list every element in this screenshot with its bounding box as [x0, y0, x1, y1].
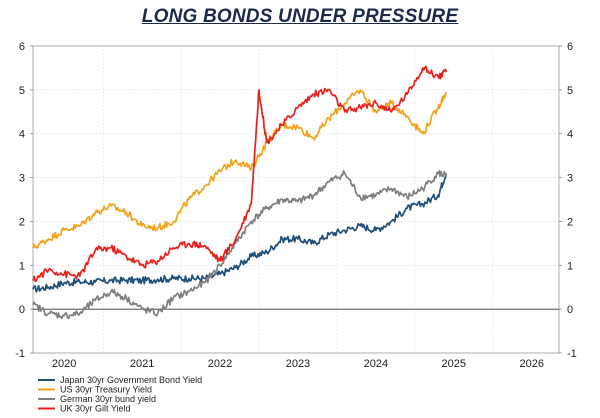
x-tick-label: 2025 [442, 358, 466, 370]
y-axis-left: -1 0 1 2 3 4 5 6 [15, 41, 33, 360]
x-tick-label: 2021 [130, 358, 154, 370]
x-tick-label: 2026 [519, 358, 543, 370]
series-lines [32, 65, 447, 320]
x-tick-label: 2022 [208, 358, 232, 370]
series-line-1 [32, 173, 447, 293]
y-tick-label-left: 0 [19, 304, 25, 316]
series-line-4 [32, 65, 447, 283]
series-line-2 [32, 89, 447, 249]
y-tick-label-right: 3 [567, 173, 573, 185]
y-tick-label-left: 1 [19, 260, 25, 272]
x-axis: 2020 2021 2022 2023 2024 2025 2026 [52, 358, 544, 370]
y-axis-right: -1 0 1 2 3 4 5 6 [559, 41, 577, 360]
legend-entry: Japan 30yr Government Bond Yield [60, 375, 202, 385]
legend-entry: US 30yr Treasury Yield [60, 385, 152, 395]
y-tick-label-right: 4 [567, 129, 573, 141]
legend-entry: German 30yr bund yield [60, 394, 156, 404]
y-tick-label-left: 4 [19, 129, 25, 141]
y-tick-label-right: 2 [567, 216, 573, 228]
y-tick-label-right: 1 [567, 260, 573, 272]
y-tick-label-left: 5 [19, 85, 25, 97]
chart-title: LONG BONDS UNDER PRESSURE [141, 6, 459, 27]
y-tick-label-left: -1 [15, 348, 25, 360]
y-tick-label-right: 5 [567, 85, 573, 97]
plot-area-frame [32, 45, 560, 354]
x-tick-label: 2024 [364, 358, 388, 370]
legend-entry: UK 30yr Gilt Yield [60, 404, 131, 414]
y-tick-label-right: 6 [567, 41, 573, 53]
y-tick-label-right: 0 [567, 304, 573, 316]
y-tick-label-left: 3 [19, 173, 25, 185]
x-tick-label: 2020 [52, 358, 76, 370]
y-tick-label-right: -1 [567, 348, 577, 360]
y-tick-label-left: 2 [19, 216, 25, 228]
series-line-3 [32, 169, 447, 320]
grid-lines [33, 45, 559, 354]
x-tick-label: 2023 [286, 358, 310, 370]
y-tick-label-left: 6 [19, 41, 25, 53]
